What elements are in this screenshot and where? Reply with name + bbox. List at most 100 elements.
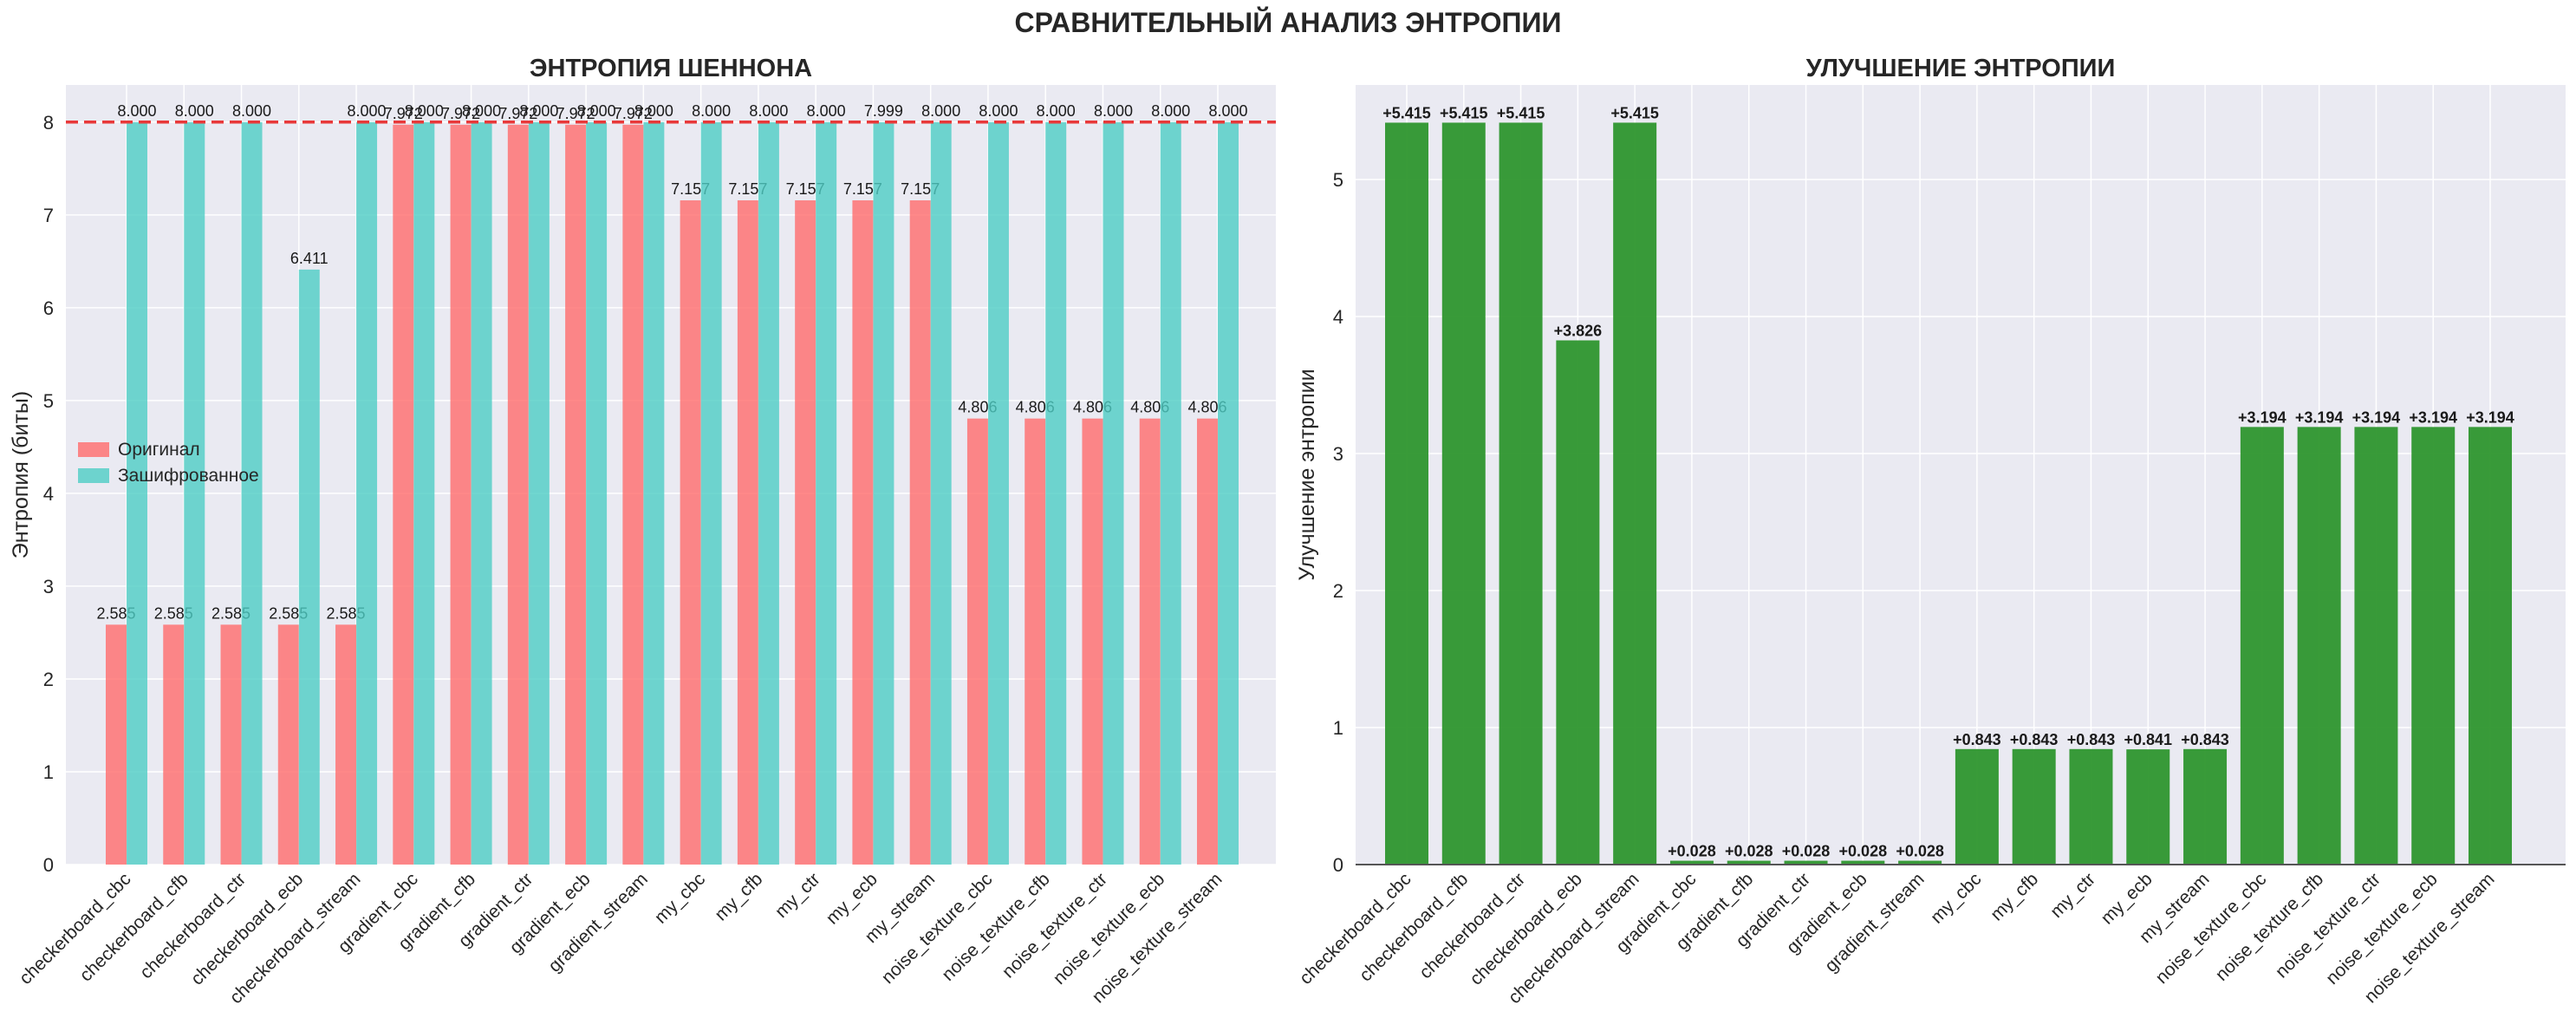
x-tick-label: checkerboard_ctr xyxy=(1415,869,1529,983)
x-tick-label: noise_texture_cfb xyxy=(938,869,1053,984)
x-tick-label: noise_texture_ctr xyxy=(999,869,1111,982)
bar-value-label: 8.000 xyxy=(1208,102,1247,120)
bar-value-label: +0.841 xyxy=(2124,731,2172,748)
bar-original xyxy=(1082,418,1103,865)
bar-value-label: 8.000 xyxy=(348,102,387,120)
x-tick-label: my_ctr xyxy=(2046,869,2099,922)
bar-value-label: 8.000 xyxy=(749,102,788,120)
bar-original xyxy=(1025,418,1046,865)
bar-encrypted xyxy=(1045,121,1067,865)
bar-value-label: 8.000 xyxy=(117,102,156,120)
panel-title: ЭНТРОПИЯ ШЕННОНА xyxy=(530,55,812,82)
legend-swatch xyxy=(78,468,109,483)
y-tick-label: 3 xyxy=(43,576,54,597)
bar-value-label: 4.806 xyxy=(1187,399,1226,416)
bar-value-label: 8.000 xyxy=(175,102,214,120)
figure-title: СРАВНИТЕЛЬНЫЙ АНАЛИЗ ЭНТРОПИИ xyxy=(1014,7,1562,38)
bar-value-label: +0.028 xyxy=(1896,843,1944,860)
bar-value-label: 7.972 xyxy=(441,105,480,122)
bar-original xyxy=(909,200,931,865)
bar-improvement xyxy=(2183,748,2228,865)
bar-original xyxy=(680,200,701,865)
y-tick-label: 6 xyxy=(43,297,54,319)
bar-original xyxy=(966,418,988,865)
bar-encrypted xyxy=(930,121,952,865)
bar-encrypted xyxy=(700,121,722,865)
bar-value-label: 7.157 xyxy=(786,180,825,198)
bar-value-label: +5.415 xyxy=(1382,104,1431,121)
y-tick-label: 7 xyxy=(43,205,54,226)
x-tick-label: gradient_stream xyxy=(544,869,652,976)
bar-encrypted xyxy=(528,121,550,865)
bar-encrypted xyxy=(127,121,147,865)
bar-encrypted xyxy=(356,121,378,865)
x-tick-label: checkerboard_ecb xyxy=(187,869,307,989)
bar-encrypted xyxy=(816,121,837,865)
bar-original xyxy=(622,124,644,865)
panel-title: УЛУЧШЕНИЕ ЭНТРОПИИ xyxy=(1806,55,2116,82)
bar-encrypted xyxy=(643,121,665,865)
bar-improvement xyxy=(1669,860,1714,865)
x-tick-label: noise_texture_ecb xyxy=(1050,869,1169,989)
legend: Оригинал Зашифрованное xyxy=(78,440,259,486)
bar-value-label: 8.000 xyxy=(1037,102,1076,120)
bar-value-label: 8.000 xyxy=(692,102,731,120)
bar-value-label: +0.843 xyxy=(2181,731,2229,748)
x-tick-label: my_ctr xyxy=(771,869,824,922)
bar-encrypted xyxy=(241,121,263,865)
x-tick-label: checkerboard_ctr xyxy=(136,869,250,983)
bar-value-label: +3.194 xyxy=(2466,408,2514,426)
x-tick-label: gradient_stream xyxy=(1821,869,1929,976)
y-tick-label: 2 xyxy=(1333,580,1343,602)
bar-encrypted xyxy=(1160,121,1181,865)
bar-original xyxy=(565,124,587,865)
bar-value-label: 6.411 xyxy=(290,250,329,267)
y-tick-label: 5 xyxy=(1333,169,1343,191)
bar-improvement xyxy=(1727,860,1771,865)
bar-value-label: 2.585 xyxy=(96,604,135,622)
bar-value-label: 4.806 xyxy=(958,399,997,416)
x-tick-label: noise_texture_ctr xyxy=(2272,869,2384,982)
x-tick-label: my_cfb xyxy=(1987,869,2042,924)
y-tick-label: 4 xyxy=(1333,306,1343,328)
bar-original xyxy=(1139,418,1161,865)
legend-label: Зашифрованное xyxy=(118,466,259,486)
bar-encrypted xyxy=(873,121,894,865)
bar-improvement xyxy=(1556,340,1600,865)
bar-encrypted xyxy=(471,121,492,865)
bar-value-label: +0.843 xyxy=(1953,731,2001,748)
bar-original xyxy=(852,200,874,865)
bar-value-label: 2.585 xyxy=(269,604,308,622)
x-tick-label: checkerboard_cbc xyxy=(16,869,135,989)
bar-value-label: 8.000 xyxy=(577,102,616,120)
bar-original xyxy=(335,624,357,865)
bar-improvement xyxy=(2126,749,2170,865)
x-tick-label: noise_texture_cbc xyxy=(878,869,997,988)
bar-value-label: 8.000 xyxy=(1151,102,1190,120)
bar-value-label: 4.806 xyxy=(1016,399,1055,416)
y-axis-label: Улучшение энтропии xyxy=(1295,369,1319,580)
bar-value-label: 7.972 xyxy=(556,105,595,122)
bar-encrypted xyxy=(586,121,608,865)
bar-encrypted xyxy=(298,269,320,865)
bar-value-label: +3.194 xyxy=(2409,408,2457,426)
bar-improvement xyxy=(1841,860,1885,865)
legend-label: Оригинал xyxy=(118,440,200,460)
bar-value-label: 8.000 xyxy=(405,102,444,120)
bar-encrypted xyxy=(413,121,435,865)
bar-value-label: 7.157 xyxy=(901,180,940,198)
bar-value-label: 4.806 xyxy=(1073,399,1112,416)
bar-original xyxy=(507,124,529,865)
bar-value-label: 8.000 xyxy=(634,102,673,120)
bar-value-label: +3.194 xyxy=(2238,408,2287,426)
bar-original xyxy=(737,200,758,865)
y-tick-label: 4 xyxy=(43,483,54,505)
bar-value-label: +3.194 xyxy=(2295,408,2344,426)
bar-value-label: +0.843 xyxy=(2010,731,2059,748)
bar-improvement xyxy=(2411,427,2456,865)
bar-value-label: +3.826 xyxy=(1554,323,1603,340)
legend-swatch xyxy=(78,442,109,457)
bar-value-label: 8.000 xyxy=(807,102,846,120)
bar-value-label: 8.000 xyxy=(462,102,501,120)
